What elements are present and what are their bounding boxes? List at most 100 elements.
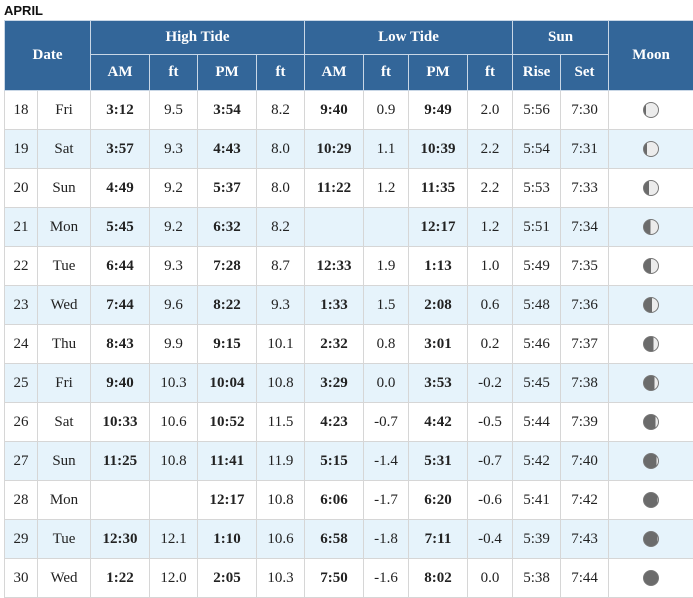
low-am-height: -0.7 <box>364 403 409 442</box>
sunset-cell: 7:35 <box>561 247 609 286</box>
low-pm-ft-header: ft <box>468 55 513 91</box>
sunrise-cell: 5:49 <box>513 247 561 286</box>
low-am-time: 3:29 <box>305 364 364 403</box>
day-cell: 20 <box>5 169 38 208</box>
low-pm-height: 1.0 <box>468 247 513 286</box>
high-pm-height: 10.1 <box>257 325 305 364</box>
weekday-cell: Mon <box>38 208 91 247</box>
day-cell: 29 <box>5 520 38 559</box>
low-am-time: 4:23 <box>305 403 364 442</box>
high-am-height: 10.8 <box>150 442 198 481</box>
high-pm-time: 5:37 <box>198 169 257 208</box>
low-pm-height: -0.4 <box>468 520 513 559</box>
high-pm-time: 11:41 <box>198 442 257 481</box>
sunset-cell: 7:38 <box>561 364 609 403</box>
weekday-cell: Sun <box>38 442 91 481</box>
high-pm-height: 10.8 <box>257 481 305 520</box>
low-pm-height: -0.2 <box>468 364 513 403</box>
low-am-height: 0.9 <box>364 91 409 130</box>
moon-phase-icon <box>643 375 659 391</box>
high-pm-header: PM <box>198 55 257 91</box>
sunrise-cell: 5:46 <box>513 325 561 364</box>
high-pm-time: 4:43 <box>198 130 257 169</box>
low-pm-height: 2.2 <box>468 169 513 208</box>
moon-phase-icon <box>643 141 659 157</box>
high-am-time: 9:40 <box>91 364 150 403</box>
low-am-time: 1:33 <box>305 286 364 325</box>
high-am-height: 12.0 <box>150 559 198 598</box>
high-pm-height: 8.7 <box>257 247 305 286</box>
moon-cell <box>609 247 693 286</box>
high-pm-time: 2:05 <box>198 559 257 598</box>
high-am-height: 9.6 <box>150 286 198 325</box>
low-am-time: 9:40 <box>305 91 364 130</box>
high-am-height: 9.3 <box>150 130 198 169</box>
high-tide-header: High Tide <box>91 21 305 55</box>
moon-header: Moon <box>609 21 693 91</box>
high-pm-height: 8.0 <box>257 169 305 208</box>
low-am-time <box>305 208 364 247</box>
high-pm-height: 8.0 <box>257 130 305 169</box>
low-am-time: 11:22 <box>305 169 364 208</box>
moon-cell <box>609 520 693 559</box>
high-am-height: 9.9 <box>150 325 198 364</box>
low-pm-time: 3:53 <box>409 364 468 403</box>
high-pm-time: 10:52 <box>198 403 257 442</box>
high-pm-time: 7:28 <box>198 247 257 286</box>
sunset-cell: 7:33 <box>561 169 609 208</box>
low-pm-height: -0.5 <box>468 403 513 442</box>
day-cell: 26 <box>5 403 38 442</box>
low-pm-height: 0.6 <box>468 286 513 325</box>
high-am-height: 9.2 <box>150 208 198 247</box>
high-am-time: 3:12 <box>91 91 150 130</box>
high-am-height: 10.3 <box>150 364 198 403</box>
high-pm-time: 10:04 <box>198 364 257 403</box>
moon-phase-icon <box>643 492 659 508</box>
low-am-height: 0.8 <box>364 325 409 364</box>
day-cell: 22 <box>5 247 38 286</box>
low-am-height <box>364 208 409 247</box>
low-am-time: 2:32 <box>305 325 364 364</box>
high-am-time: 6:44 <box>91 247 150 286</box>
moon-cell <box>609 481 693 520</box>
sunset-cell: 7:37 <box>561 325 609 364</box>
sunrise-cell: 5:54 <box>513 130 561 169</box>
moon-cell <box>609 325 693 364</box>
high-pm-height: 8.2 <box>257 91 305 130</box>
high-am-height <box>150 481 198 520</box>
weekday-cell: Fri <box>38 91 91 130</box>
sunrise-cell: 5:41 <box>513 481 561 520</box>
low-am-time: 5:15 <box>305 442 364 481</box>
sunrise-cell: 5:44 <box>513 403 561 442</box>
high-pm-height: 8.2 <box>257 208 305 247</box>
low-pm-time: 4:42 <box>409 403 468 442</box>
sunset-cell: 7:36 <box>561 286 609 325</box>
weekday-cell: Tue <box>38 520 91 559</box>
low-pm-height: 2.0 <box>468 91 513 130</box>
sunrise-cell: 5:51 <box>513 208 561 247</box>
weekday-cell: Sat <box>38 403 91 442</box>
high-am-height: 10.6 <box>150 403 198 442</box>
low-am-height: 1.1 <box>364 130 409 169</box>
low-pm-time: 10:39 <box>409 130 468 169</box>
moon-phase-icon <box>643 531 659 547</box>
weekday-cell: Sun <box>38 169 91 208</box>
high-am-height: 9.5 <box>150 91 198 130</box>
sun-header: Sun <box>513 21 609 55</box>
low-am-height: 1.2 <box>364 169 409 208</box>
high-am-ft-header: ft <box>150 55 198 91</box>
sunrise-cell: 5:45 <box>513 364 561 403</box>
low-am-time: 12:33 <box>305 247 364 286</box>
high-pm-height: 10.8 <box>257 364 305 403</box>
low-pm-height: -0.6 <box>468 481 513 520</box>
low-am-height: -1.6 <box>364 559 409 598</box>
month-title: APRIL <box>4 3 43 18</box>
low-am-header: AM <box>305 55 364 91</box>
high-am-header: AM <box>91 55 150 91</box>
